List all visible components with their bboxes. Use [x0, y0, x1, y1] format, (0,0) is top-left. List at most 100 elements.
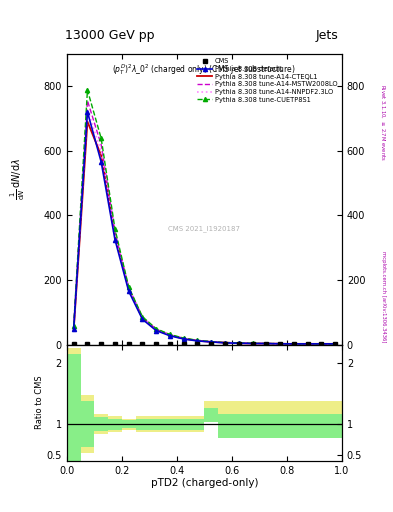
Pythia 8.308 tune-A14-CTEQL1 — [99, 153, 104, 159]
Text: mcplots.cern.ch [arXiv:1306.3436]: mcplots.cern.ch [arXiv:1306.3436] — [381, 251, 386, 343]
CMS — [292, 341, 296, 347]
Pythia 8.308 tune-A14-NNPDF2.3LO — [264, 340, 269, 347]
Pythia 8.308 tune-CUETP8S1 — [72, 323, 76, 329]
Line: Pythia 8.308 tune-A14-CTEQL1: Pythia 8.308 tune-A14-CTEQL1 — [74, 122, 335, 344]
CMS — [140, 341, 145, 347]
Pythia 8.308 tune-A14-CTEQL1 — [154, 327, 159, 333]
Pythia 8.308 tune-A14-NNPDF2.3LO — [140, 315, 145, 321]
Pythia 8.308 tune-CUETP8S1 — [319, 341, 324, 347]
Pythia 8.308 tune-A14-NNPDF2.3LO — [250, 340, 255, 347]
Pythia 8.308 tune-CUETP8S1 — [127, 284, 131, 290]
Text: 13000 GeV pp: 13000 GeV pp — [65, 29, 155, 42]
Pythia 8.308 default — [154, 328, 159, 334]
Pythia 8.308 tune-A14-CTEQL1 — [222, 339, 227, 346]
Pythia 8.308 tune-A14-MSTW2008LO — [168, 332, 173, 338]
CMS — [278, 341, 283, 347]
Pythia 8.308 tune-A14-NNPDF2.3LO — [99, 148, 104, 155]
Pythia 8.308 tune-A14-NNPDF2.3LO — [195, 337, 200, 344]
Pythia 8.308 tune-A14-MSTW2008LO — [222, 339, 227, 346]
CMS — [195, 341, 200, 347]
Pythia 8.308 tune-A14-CTEQL1 — [72, 327, 76, 333]
Pythia 8.308 tune-A14-MSTW2008LO — [140, 314, 145, 321]
Pythia 8.308 tune-A14-CTEQL1 — [292, 341, 296, 347]
Y-axis label: Ratio to CMS: Ratio to CMS — [35, 376, 44, 430]
CMS — [99, 341, 104, 347]
Pythia 8.308 tune-A14-CTEQL1 — [264, 340, 269, 347]
Pythia 8.308 tune-A14-MSTW2008LO — [154, 326, 159, 332]
Pythia 8.308 tune-A14-MSTW2008LO — [319, 341, 324, 347]
Text: $(p_T^D)^2\lambda\_0^2$ (charged only) (CMS jet substructure): $(p_T^D)^2\lambda\_0^2$ (charged only) (… — [112, 62, 296, 77]
Pythia 8.308 default — [222, 340, 227, 346]
Pythia 8.308 tune-CUETP8S1 — [333, 341, 338, 347]
Pythia 8.308 tune-A14-CTEQL1 — [140, 315, 145, 322]
Pythia 8.308 default — [113, 237, 118, 243]
CMS — [305, 341, 310, 347]
Pythia 8.308 default — [319, 341, 324, 347]
Pythia 8.308 tune-A14-NNPDF2.3LO — [168, 332, 173, 338]
Pythia 8.308 tune-A14-MSTW2008LO — [278, 340, 283, 347]
Pythia 8.308 tune-A14-CTEQL1 — [237, 340, 241, 346]
Legend: CMS, Pythia 8.308 default, Pythia 8.308 tune-A14-CTEQL1, Pythia 8.308 tune-A14-M: CMS, Pythia 8.308 default, Pythia 8.308 … — [196, 57, 339, 104]
Pythia 8.308 tune-A14-CTEQL1 — [85, 119, 90, 125]
Pythia 8.308 default — [168, 333, 173, 339]
Pythia 8.308 tune-A14-NNPDF2.3LO — [182, 336, 186, 342]
Pythia 8.308 tune-A14-NNPDF2.3LO — [154, 327, 159, 333]
Text: Jets: Jets — [315, 29, 338, 42]
CMS — [264, 341, 269, 347]
CMS — [333, 341, 338, 347]
Pythia 8.308 tune-A14-MSTW2008LO — [182, 335, 186, 342]
Pythia 8.308 tune-CUETP8S1 — [85, 87, 90, 93]
Pythia 8.308 tune-CUETP8S1 — [195, 337, 200, 344]
Pythia 8.308 tune-CUETP8S1 — [250, 340, 255, 346]
Pythia 8.308 tune-A14-NNPDF2.3LO — [209, 339, 214, 345]
X-axis label: pTD2 (charged-only): pTD2 (charged-only) — [151, 478, 258, 488]
Line: CMS: CMS — [72, 342, 337, 346]
Text: CMS 2021_I1920187: CMS 2021_I1920187 — [168, 225, 241, 231]
CMS — [85, 341, 90, 347]
Pythia 8.308 tune-A14-MSTW2008LO — [99, 142, 104, 148]
Line: Pythia 8.308 tune-CUETP8S1: Pythia 8.308 tune-CUETP8S1 — [72, 88, 337, 346]
CMS — [113, 341, 118, 347]
Pythia 8.308 tune-A14-CTEQL1 — [333, 341, 338, 347]
CMS — [168, 341, 173, 347]
Line: Pythia 8.308 tune-A14-NNPDF2.3LO: Pythia 8.308 tune-A14-NNPDF2.3LO — [74, 110, 335, 344]
Pythia 8.308 default — [195, 338, 200, 344]
Pythia 8.308 tune-A14-MSTW2008LO — [127, 285, 131, 291]
Pythia 8.308 tune-A14-NNPDF2.3LO — [113, 231, 118, 237]
Pythia 8.308 default — [305, 341, 310, 347]
Pythia 8.308 tune-A14-NNPDF2.3LO — [292, 341, 296, 347]
Pythia 8.308 default — [99, 159, 104, 165]
CMS — [72, 341, 76, 347]
Pythia 8.308 tune-A14-NNPDF2.3LO — [333, 341, 338, 347]
Pythia 8.308 tune-A14-NNPDF2.3LO — [127, 285, 131, 291]
Pythia 8.308 tune-A14-CTEQL1 — [127, 286, 131, 292]
Pythia 8.308 default — [140, 316, 145, 323]
Pythia 8.308 default — [182, 336, 186, 342]
Pythia 8.308 tune-A14-MSTW2008LO — [113, 229, 118, 235]
Pythia 8.308 default — [72, 326, 76, 332]
Pythia 8.308 tune-A14-CTEQL1 — [278, 341, 283, 347]
Pythia 8.308 tune-CUETP8S1 — [237, 340, 241, 346]
Pythia 8.308 tune-CUETP8S1 — [292, 341, 296, 347]
Pythia 8.308 default — [292, 341, 296, 347]
Pythia 8.308 tune-A14-MSTW2008LO — [195, 337, 200, 344]
Pythia 8.308 default — [209, 339, 214, 345]
CMS — [222, 341, 227, 347]
Pythia 8.308 tune-CUETP8S1 — [209, 338, 214, 345]
Pythia 8.308 tune-A14-NNPDF2.3LO — [222, 339, 227, 346]
Pythia 8.308 tune-A14-MSTW2008LO — [333, 341, 338, 347]
Pythia 8.308 tune-CUETP8S1 — [305, 341, 310, 347]
Pythia 8.308 tune-A14-CTEQL1 — [250, 340, 255, 347]
Pythia 8.308 tune-A14-NNPDF2.3LO — [278, 341, 283, 347]
CMS — [319, 341, 324, 347]
Pythia 8.308 tune-A14-MSTW2008LO — [305, 341, 310, 347]
Pythia 8.308 tune-CUETP8S1 — [222, 339, 227, 346]
CMS — [182, 341, 186, 347]
Pythia 8.308 tune-A14-NNPDF2.3LO — [305, 341, 310, 347]
CMS — [127, 341, 131, 347]
Pythia 8.308 default — [237, 340, 241, 346]
Pythia 8.308 tune-A14-CTEQL1 — [168, 332, 173, 338]
Pythia 8.308 tune-A14-MSTW2008LO — [237, 340, 241, 346]
Pythia 8.308 tune-A14-CTEQL1 — [305, 341, 310, 347]
Pythia 8.308 default — [333, 341, 338, 347]
